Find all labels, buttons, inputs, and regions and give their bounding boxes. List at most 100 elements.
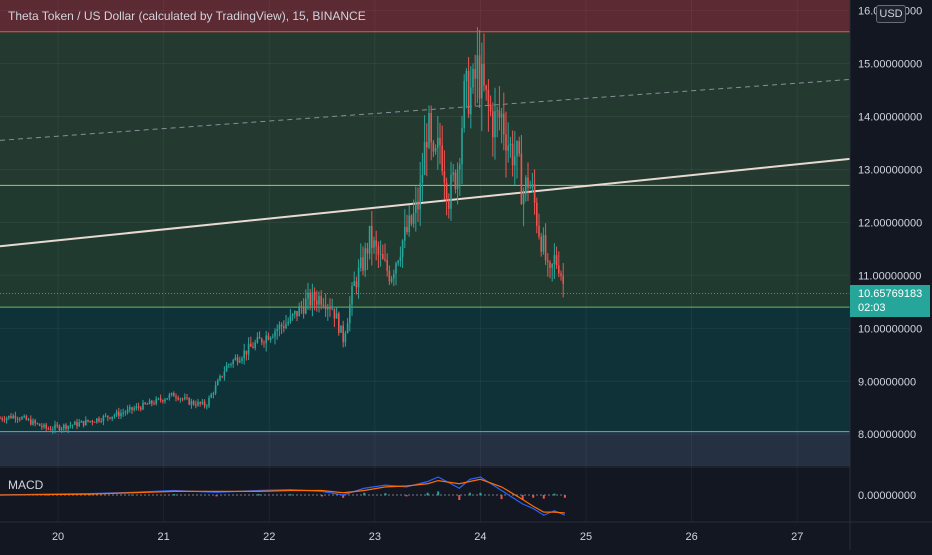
candle-body-216 <box>474 69 476 79</box>
candle-body-228 <box>500 113 503 118</box>
macd-hist-bar-18 <box>500 495 503 500</box>
candle-body-104 <box>228 364 230 366</box>
candle-body-42 <box>91 420 94 423</box>
candle-body-240 <box>527 177 529 188</box>
candle-body-136 <box>298 306 300 317</box>
candle-body-137 <box>300 306 303 308</box>
price-zone-3 <box>0 307 850 432</box>
candle-body-183 <box>401 240 404 257</box>
candle-body-239 <box>525 177 527 195</box>
candle-body-72 <box>157 398 160 400</box>
candle-body-193 <box>423 141 426 175</box>
time-tick-label-6: 26 <box>685 531 697 543</box>
candle-body-128 <box>280 324 283 327</box>
candle-body-102 <box>223 371 226 377</box>
candle-body-132 <box>289 316 292 322</box>
candle-body-111 <box>243 350 245 359</box>
candle-body-61 <box>133 408 135 410</box>
candle-body-201 <box>441 145 443 172</box>
candle-body-58 <box>126 409 129 413</box>
candle-body-108 <box>236 357 239 363</box>
candle-body-17 <box>36 423 39 424</box>
candle-body-76 <box>166 398 168 400</box>
candle-body-221 <box>485 85 487 90</box>
macd-hist-bar-15 <box>458 495 461 500</box>
price-axis-bg <box>850 0 932 550</box>
candle-body-7 <box>14 415 17 419</box>
candle-body-211 <box>463 81 465 128</box>
candle-body-172 <box>377 246 380 255</box>
candle-body-78 <box>170 392 173 395</box>
candle-body-8 <box>16 418 19 420</box>
candle-body-249 <box>547 260 549 262</box>
last-price-tag: 10.65769183 02:03 <box>850 285 930 318</box>
candle-body-204 <box>448 200 450 209</box>
candle-body-4 <box>8 415 10 418</box>
candle-body-242 <box>531 184 534 188</box>
candle-body-122 <box>267 335 270 340</box>
candle-body-214 <box>470 87 472 115</box>
candle-body-159 <box>349 304 351 324</box>
candle-body-103 <box>225 365 228 372</box>
candle-body-29 <box>63 424 65 429</box>
candle-body-31 <box>67 425 69 429</box>
candle-body-25 <box>54 424 56 430</box>
price-tick-label-1: 9.00000000 <box>858 376 916 388</box>
candle-body-65 <box>142 402 144 410</box>
candle-body-114 <box>250 343 252 347</box>
candle-body-33 <box>71 424 74 426</box>
macd-hist-bar-6 <box>257 494 260 496</box>
trendline-solid-0 <box>0 157 851 248</box>
time-axis-bg <box>0 522 932 550</box>
candle-body-215 <box>472 69 474 88</box>
candle-body-73 <box>159 398 162 401</box>
candle-body-156 <box>342 325 344 343</box>
candle-body-206 <box>452 172 454 175</box>
candle-body-40 <box>87 419 89 422</box>
candle-body-82 <box>179 398 182 400</box>
candle-body-99 <box>217 380 219 386</box>
candle-body-0 <box>0 418 1 420</box>
time-tick-label-5: 25 <box>580 531 592 543</box>
candle-body-236 <box>518 141 520 154</box>
candle-body-5 <box>10 415 12 419</box>
candle-body-234 <box>514 156 516 166</box>
trendline-dashed-1 <box>0 78 851 141</box>
candle-body-143 <box>313 292 316 301</box>
candle-body-57 <box>124 412 127 414</box>
candle-body-67 <box>146 403 149 405</box>
last-price-value: 10.65769183 <box>858 288 923 301</box>
candle-body-150 <box>329 306 331 310</box>
candle-body-80 <box>175 396 177 398</box>
candle-body-254 <box>558 265 560 274</box>
candle-body-174 <box>382 254 384 260</box>
candle-body-212 <box>465 70 468 82</box>
candle-body-64 <box>140 407 142 410</box>
candle-body-66 <box>144 402 146 404</box>
candle-body-218 <box>478 55 481 99</box>
time-tick-label-2: 22 <box>263 531 275 543</box>
candle-body-18 <box>38 423 41 426</box>
candle-body-107 <box>234 357 237 361</box>
macd-indicator-label[interactable]: MACD <box>8 478 44 492</box>
candle-body-126 <box>276 329 278 332</box>
candle-body-140 <box>307 292 309 299</box>
candle-body-117 <box>256 337 259 343</box>
candle-body-3 <box>5 417 8 421</box>
candle-body-109 <box>239 360 241 363</box>
candle-body-118 <box>258 337 261 339</box>
candle-body-129 <box>283 326 285 329</box>
candle-body-13 <box>27 419 30 421</box>
macd-hist-bar-21 <box>542 495 545 499</box>
candle-body-24 <box>52 429 54 431</box>
currency-selector[interactable]: USD <box>876 5 906 23</box>
candle-body-68 <box>148 400 151 405</box>
candle-body-121 <box>265 335 267 344</box>
candle-body-202 <box>443 171 446 183</box>
candle-body-12 <box>25 416 28 420</box>
candle-body-92 <box>201 401 204 404</box>
candle-body-161 <box>353 281 355 286</box>
macd-hist-bar-2 <box>88 494 91 496</box>
